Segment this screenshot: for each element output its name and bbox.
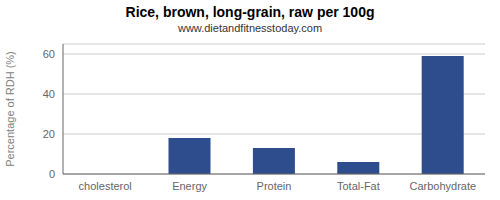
svg-text:60: 60 [43,48,55,60]
svg-text:Total-Fat: Total-Fat [337,180,380,192]
svg-text:Carbohydrate: Carbohydrate [409,180,476,192]
svg-text:Energy: Energy [172,180,207,192]
svg-text:Percentage of RDH (%): Percentage of RDH (%) [8,51,16,167]
svg-text:40: 40 [43,88,55,100]
html-text:www.dietandfitnesstoday.com: www.dietandfitnesstoday.com [178,22,322,34]
html-text:Rice, brown, long-grain, raw p: Rice, brown, long-grain, raw per 100g [125,4,375,20]
svg-text:Protein: Protein [257,180,292,192]
svg-text:cholesterol: cholesterol [79,180,132,192]
svg-text:20: 20 [43,128,55,140]
svg-text:0: 0 [49,168,55,180]
